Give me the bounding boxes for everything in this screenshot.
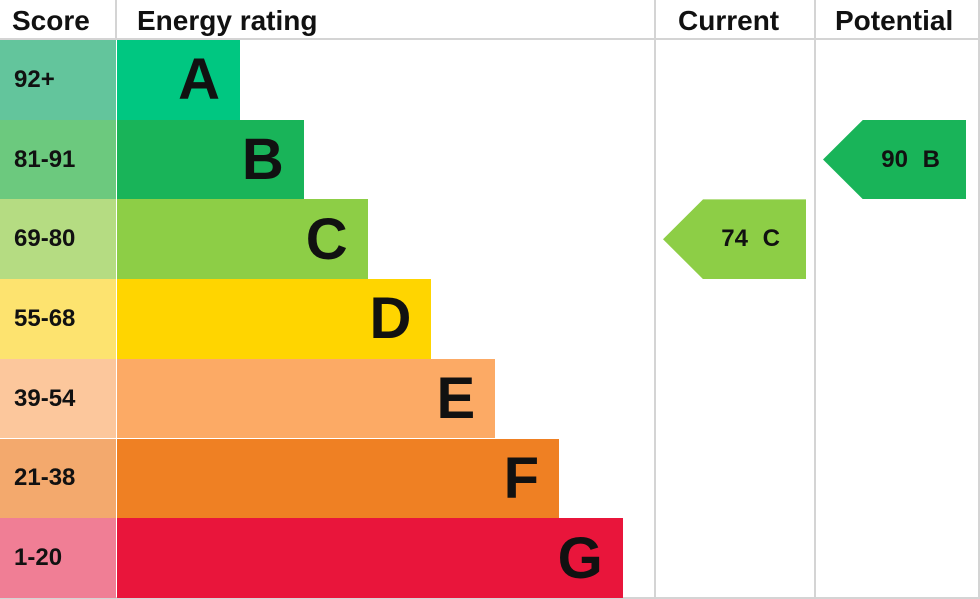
rating-bar-g: G (117, 518, 623, 598)
potential-rating-arrow: 90 B (823, 119, 966, 200)
score-range-d: 55-68 (0, 279, 116, 359)
score-header: Score (12, 5, 90, 36)
rating-bar-d: D (117, 279, 432, 359)
score-range-b: 81-91 (0, 119, 116, 200)
score-range-f: 21-38 (0, 438, 116, 519)
energy-rating-header: Energy rating (137, 5, 318, 36)
rating-bar-a: A (117, 40, 240, 120)
bottom-divider (0, 597, 980, 599)
current-header: Current (678, 5, 780, 36)
column-divider (978, 0, 980, 599)
score-range-c: 69-80 (0, 199, 116, 280)
score-range-g: 1-20 (0, 518, 116, 598)
score-range-e: 39-54 (0, 358, 116, 439)
current-rating-arrow: 74 C (663, 199, 806, 280)
rating-bar-b: B (117, 119, 304, 200)
rating-bar-c: C (117, 199, 368, 280)
column-divider (115, 0, 117, 40)
rating-bar-f: F (117, 438, 559, 519)
header-divider (0, 38, 980, 40)
rating-bar-e: E (117, 358, 496, 439)
score-range-a: 92+ (0, 40, 116, 120)
column-divider (654, 0, 656, 599)
potential-header: Potential (835, 5, 954, 36)
column-divider (814, 0, 816, 599)
